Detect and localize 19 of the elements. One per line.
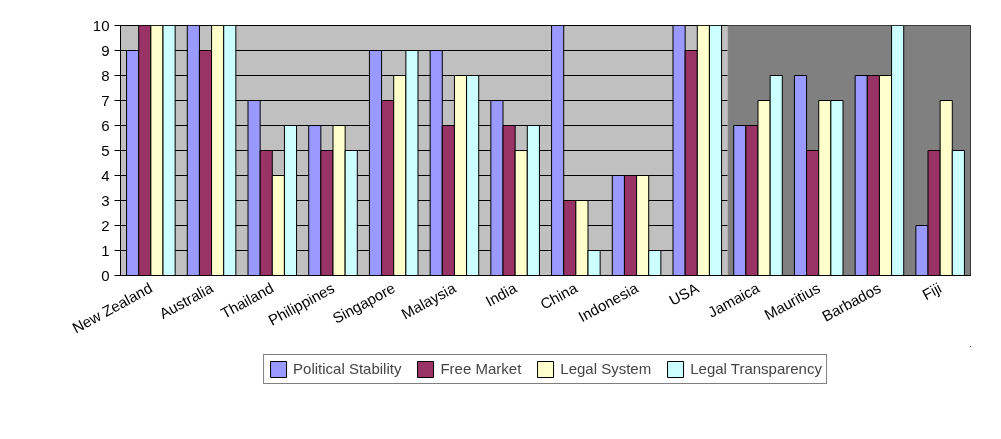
- y-tick-label: 6: [101, 116, 110, 134]
- y-tick-label: 10: [92, 16, 110, 34]
- x-tick-label: Fiji: [919, 279, 945, 304]
- y-tick-label: 9: [101, 41, 110, 59]
- y-tick-label: 2: [101, 216, 110, 234]
- legend-label: Legal Transparency: [690, 360, 822, 377]
- legend-label: Political Stability: [293, 360, 402, 377]
- y-tick-label: 8: [101, 66, 110, 84]
- y-tick-label: 1: [101, 241, 110, 259]
- x-tick-label: China: [537, 278, 581, 313]
- legend-label: Free Market: [440, 360, 522, 377]
- y-tick-label: 0: [101, 266, 110, 284]
- x-tick-label: USA: [666, 279, 702, 309]
- y-tick-label: 4: [101, 166, 110, 184]
- y-tick-label: 3: [101, 191, 110, 209]
- x-tick-label: India: [482, 278, 520, 310]
- y-tick-label: 7: [101, 91, 110, 109]
- y-tick-label: 5: [101, 141, 110, 159]
- legend-label: Legal System: [560, 360, 652, 377]
